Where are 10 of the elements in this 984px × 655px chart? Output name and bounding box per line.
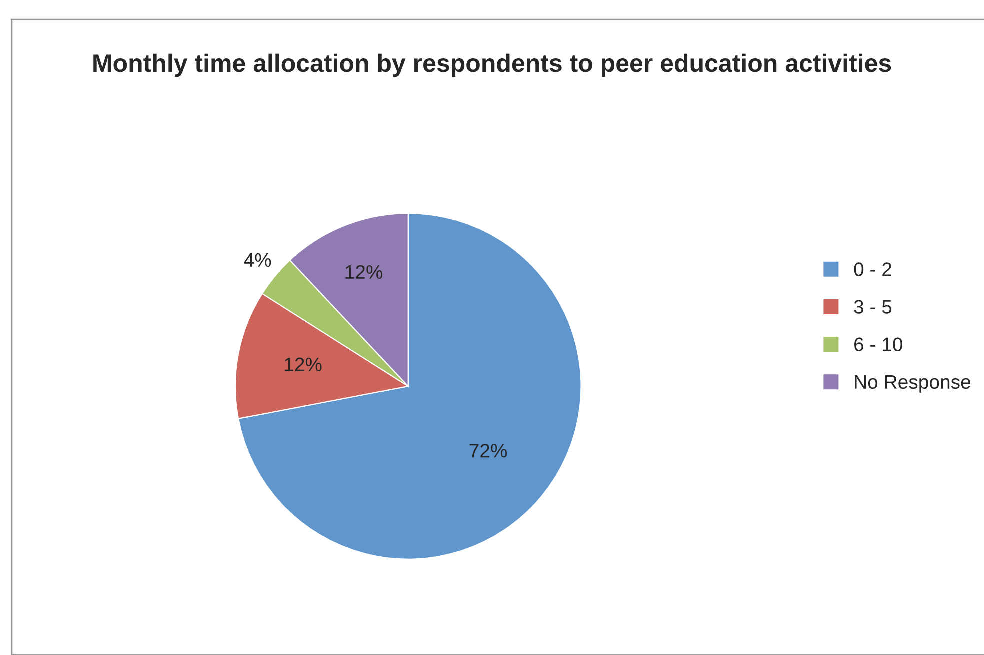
legend-label: No Response xyxy=(855,376,970,393)
chart-title: Monthly time allocation by respondents to peer education activities xyxy=(94,54,892,78)
legend-label: 0 - 2 xyxy=(854,262,892,276)
legend-label: 6 - 10 xyxy=(854,338,903,352)
pie-slice xyxy=(238,212,582,560)
legend-label: 3 - 5 xyxy=(854,300,892,314)
data-label: 72% xyxy=(470,444,508,458)
data-label: 12% xyxy=(285,358,322,372)
data-label: 4% xyxy=(244,253,272,268)
data-label: 12% xyxy=(346,265,383,280)
